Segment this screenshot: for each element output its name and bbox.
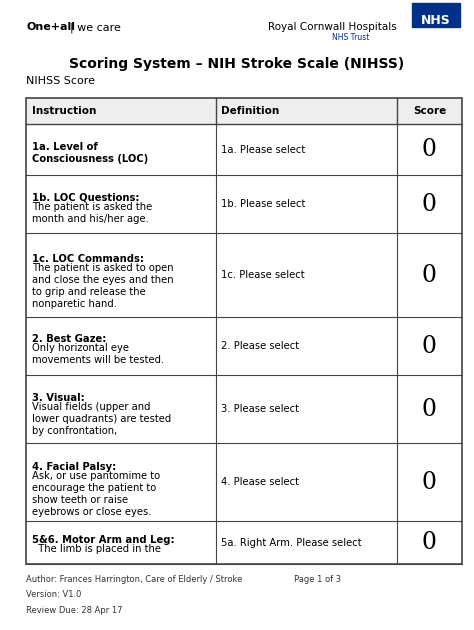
Text: Instruction: Instruction: [32, 106, 96, 116]
Text: 5a. Right Arm. Please select: 5a. Right Arm. Please select: [221, 537, 362, 547]
Text: 0: 0: [422, 398, 437, 421]
Text: Definition: Definition: [221, 106, 280, 116]
Text: 2. Please select: 2. Please select: [221, 341, 300, 351]
Text: The limb is placed in the: The limb is placed in the: [32, 544, 161, 554]
Text: 2. Best Gaze:: 2. Best Gaze:: [32, 335, 106, 345]
Text: Score: Score: [413, 106, 446, 116]
Text: Author: Frances Harrington, Care of Elderly / Stroke: Author: Frances Harrington, Care of Elde…: [26, 575, 242, 583]
Text: 0: 0: [422, 531, 437, 554]
Text: 0: 0: [422, 264, 437, 287]
Text: 4. Please select: 4. Please select: [221, 478, 300, 487]
Text: Version: V1.0: Version: V1.0: [26, 590, 82, 599]
Text: One+all: One+all: [26, 22, 75, 32]
Text: 0: 0: [422, 471, 437, 494]
Bar: [26, 98, 462, 124]
Text: 1a. Please select: 1a. Please select: [221, 145, 306, 154]
FancyBboxPatch shape: [412, 3, 460, 27]
Text: | we care: | we care: [70, 22, 120, 33]
Text: Visual fields (upper and
lower quadrants) are tested
by confrontation,: Visual fields (upper and lower quadrants…: [32, 402, 171, 436]
Text: 1c. LOC Commands:: 1c. LOC Commands:: [32, 255, 144, 265]
Text: 0: 0: [422, 193, 437, 215]
Text: NHS: NHS: [421, 14, 451, 27]
Text: NIHSS Score: NIHSS Score: [26, 76, 95, 86]
Text: NHS Trust: NHS Trust: [332, 33, 369, 42]
Text: Page 1 of 3: Page 1 of 3: [294, 575, 341, 583]
Text: 1c. Please select: 1c. Please select: [221, 270, 305, 280]
Text: 4. Facial Palsy:: 4. Facial Palsy:: [32, 462, 116, 472]
Text: Review Due: 28 Apr 17: Review Due: 28 Apr 17: [26, 606, 123, 615]
Text: 5&6. Motor Arm and Leg:: 5&6. Motor Arm and Leg:: [32, 536, 174, 546]
Text: Ask, or use pantomime to
encourage the patient to
show teeth or raise
eyebrows o: Ask, or use pantomime to encourage the p…: [32, 471, 160, 517]
Text: Royal Cornwall Hospitals: Royal Cornwall Hospitals: [268, 22, 397, 32]
Bar: [26, 98, 462, 564]
Text: 0: 0: [422, 138, 437, 161]
Text: Scoring System – NIH Stroke Scale (NIHSS): Scoring System – NIH Stroke Scale (NIHSS…: [69, 57, 405, 71]
Text: Only horizontal eye
movements will be tested.: Only horizontal eye movements will be te…: [32, 343, 164, 365]
Text: 3. Please select: 3. Please select: [221, 404, 300, 415]
Text: 1a. Level of
Consciousness (LOC): 1a. Level of Consciousness (LOC): [32, 142, 148, 164]
Text: The patient is asked to open
and close the eyes and then
to grip and release the: The patient is asked to open and close t…: [32, 263, 173, 309]
Text: 3. Visual:: 3. Visual:: [32, 393, 84, 403]
Text: The patient is asked the
month and his/her age.: The patient is asked the month and his/h…: [32, 202, 152, 224]
Text: 1b. Please select: 1b. Please select: [221, 199, 306, 209]
Text: 0: 0: [422, 335, 437, 358]
Text: 1b. LOC Questions:: 1b. LOC Questions:: [32, 193, 139, 203]
